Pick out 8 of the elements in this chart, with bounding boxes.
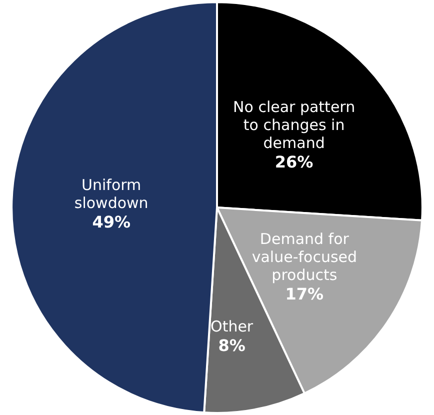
slice-label: Other — [210, 317, 254, 336]
slice-label: Demand for value-focused products — [252, 230, 358, 284]
data-label: 17% — [285, 284, 324, 304]
data-label: 49% — [92, 212, 130, 232]
data-label: 26% — [274, 152, 314, 172]
data-label: 8% — [218, 336, 246, 355]
slice-label: Uniform slowdown — [74, 176, 148, 212]
slice-label: No clear pattern to changes in demand — [233, 98, 356, 152]
